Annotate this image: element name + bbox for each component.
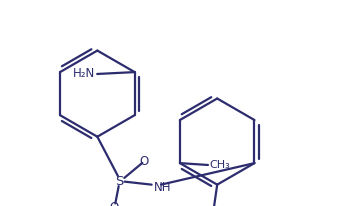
- Text: S: S: [116, 175, 124, 188]
- Text: O: O: [110, 201, 119, 206]
- Text: O: O: [140, 154, 149, 167]
- Text: NH: NH: [154, 181, 171, 194]
- Text: CH₃: CH₃: [209, 160, 230, 170]
- Text: H₂N: H₂N: [73, 68, 95, 81]
